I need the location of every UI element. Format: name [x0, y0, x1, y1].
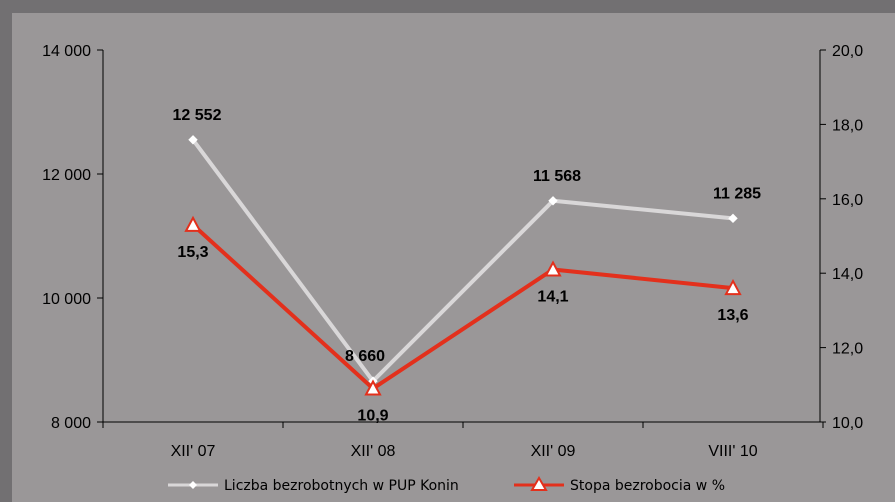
data-labels: 12 552 8 660 11 568 11 285 15,3 10,9 14,1 13,6 [173, 107, 762, 425]
point-unemployment-rate [544, 260, 562, 277]
series-layer [184, 135, 742, 396]
point-unemployed-count [548, 196, 558, 206]
y-right-tick-label: 14,0 [832, 266, 863, 283]
y-left-tick-label: 14 000 [42, 43, 91, 60]
legend: Liczba bezrobotnych w PUP Konin Stopa bez… [168, 476, 725, 494]
legend-marker-unemployment-rate [530, 476, 548, 491]
data-label-unemployment-rate: 15,3 [177, 244, 208, 261]
series-line-unemployment-rate [191, 223, 734, 391]
x-tick-label: XII' 09 [531, 443, 576, 460]
data-label-unemployed-count: 8 660 [345, 348, 385, 365]
x-tick-label: XII' 07 [171, 443, 216, 460]
data-label-unemployed-count: 11 568 [533, 168, 581, 185]
y-right-tick-label: 20,0 [832, 43, 863, 60]
data-label-unemployed-count: 11 285 [713, 185, 761, 202]
point-unemployment-rate [364, 379, 382, 396]
legend-marker-unemployed-count [189, 481, 197, 489]
y-right-tick-label: 18,0 [832, 117, 863, 134]
data-label-unemployment-rate: 14,1 [537, 288, 568, 305]
y-left-tick-label: 12 000 [42, 167, 91, 184]
y-right-tick-label: 12,0 [832, 341, 863, 358]
data-label-unemployed-count: 12 552 [173, 107, 222, 124]
point-unemployment-rate [184, 215, 202, 232]
y-right-tick-label: 10,0 [832, 415, 863, 432]
y-left-tick-label: 8 000 [51, 415, 91, 432]
y-right-tick-label: 16,0 [832, 192, 863, 209]
chart-frame [12, 13, 895, 502]
point-unemployed-count [188, 135, 198, 145]
data-label-unemployment-rate: 13,6 [717, 307, 748, 324]
data-label-unemployment-rate: 10,9 [357, 408, 388, 425]
legend-label-unemployed-count: Liczba bezrobotnych w PUP Konin [224, 478, 459, 494]
legend-label-unemployment-rate: Stopa bezrobocia w % [570, 478, 725, 494]
axes: 8 000 10 000 12 000 14 000 10,0 12,0 14,0 16,0 1… [42, 43, 863, 460]
point-unemployed-count [728, 213, 738, 224]
y-left-tick-label: 10 000 [42, 291, 91, 308]
point-unemployment-rate [724, 278, 742, 296]
series-line-unemployed-count [191, 138, 734, 384]
x-tick-label: XII' 08 [351, 443, 396, 460]
x-tick-label: VIII' 10 [708, 443, 757, 460]
